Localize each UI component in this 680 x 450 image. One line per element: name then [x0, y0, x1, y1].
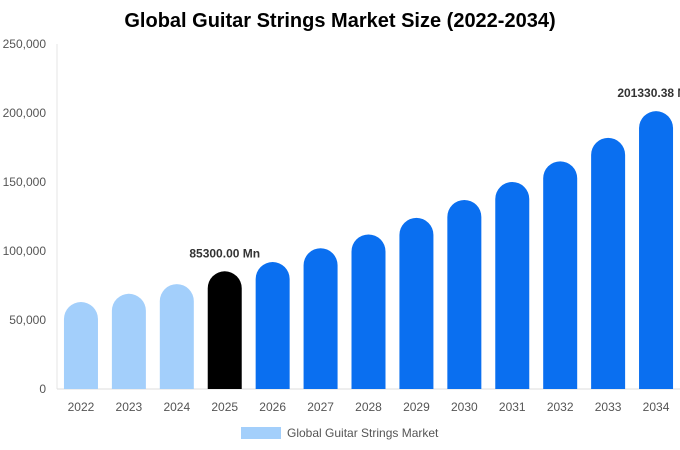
bar-2026[interactable] — [255, 262, 290, 389]
x-tick-label: 2027 — [307, 400, 334, 414]
x-axis-ticks: 2022 2023 2024 2025 2026 2027 2028 2029 2030 2031… — [68, 400, 670, 414]
x-tick-label: 2028 — [355, 400, 382, 414]
legend[interactable]: Global Guitar Strings Market — [241, 426, 439, 440]
bar-2030[interactable] — [447, 199, 482, 389]
y-tick-label: 100,000 — [3, 244, 47, 258]
x-tick-label: 2031 — [499, 400, 526, 414]
y-tick-label: 50,000 — [9, 313, 46, 327]
data-labels-group: 85300.00 Mn 201330.38 Mn — [189, 86, 680, 260]
x-tick-label: 2032 — [547, 400, 574, 414]
x-tick-label: 2030 — [451, 400, 478, 414]
y-axis-ticks: 0 50,000 100,000 150,000 200,000 250,000 — [3, 37, 47, 396]
bar-2033[interactable] — [591, 137, 626, 389]
bar-2029[interactable] — [399, 217, 434, 389]
y-tick-label: 150,000 — [3, 175, 47, 189]
x-tick-label: 2024 — [163, 400, 190, 414]
bar-2025[interactable] — [207, 271, 242, 389]
data-label-2034: 201330.38 Mn — [617, 86, 680, 100]
bar-2031[interactable] — [495, 182, 530, 389]
y-tick-label: 250,000 — [3, 37, 47, 51]
x-tick-label: 2033 — [595, 400, 622, 414]
legend-label[interactable]: Global Guitar Strings Market — [287, 426, 439, 440]
data-label-2025: 85300.00 Mn — [189, 246, 260, 260]
x-tick-label: 2026 — [259, 400, 286, 414]
legend-swatch[interactable] — [241, 427, 281, 439]
y-tick-label: 200,000 — [3, 106, 47, 120]
x-tick-label: 2022 — [68, 400, 95, 414]
chart-title: Global Guitar Strings Market Size (2022-… — [124, 10, 555, 32]
x-tick-label: 2034 — [643, 400, 670, 414]
x-tick-label: 2029 — [403, 400, 430, 414]
bar-2024[interactable] — [159, 284, 194, 389]
bar-2028[interactable] — [351, 234, 386, 389]
bar-2032[interactable] — [543, 161, 578, 389]
x-tick-label: 2025 — [211, 400, 238, 414]
bar-2034[interactable] — [639, 111, 674, 390]
x-tick-label: 2023 — [116, 400, 143, 414]
y-tick-label: 0 — [39, 382, 46, 396]
bar-2027[interactable] — [303, 248, 338, 389]
bar-2023[interactable] — [111, 293, 146, 389]
bars-group — [63, 111, 674, 390]
bar-2022[interactable] — [63, 302, 98, 389]
